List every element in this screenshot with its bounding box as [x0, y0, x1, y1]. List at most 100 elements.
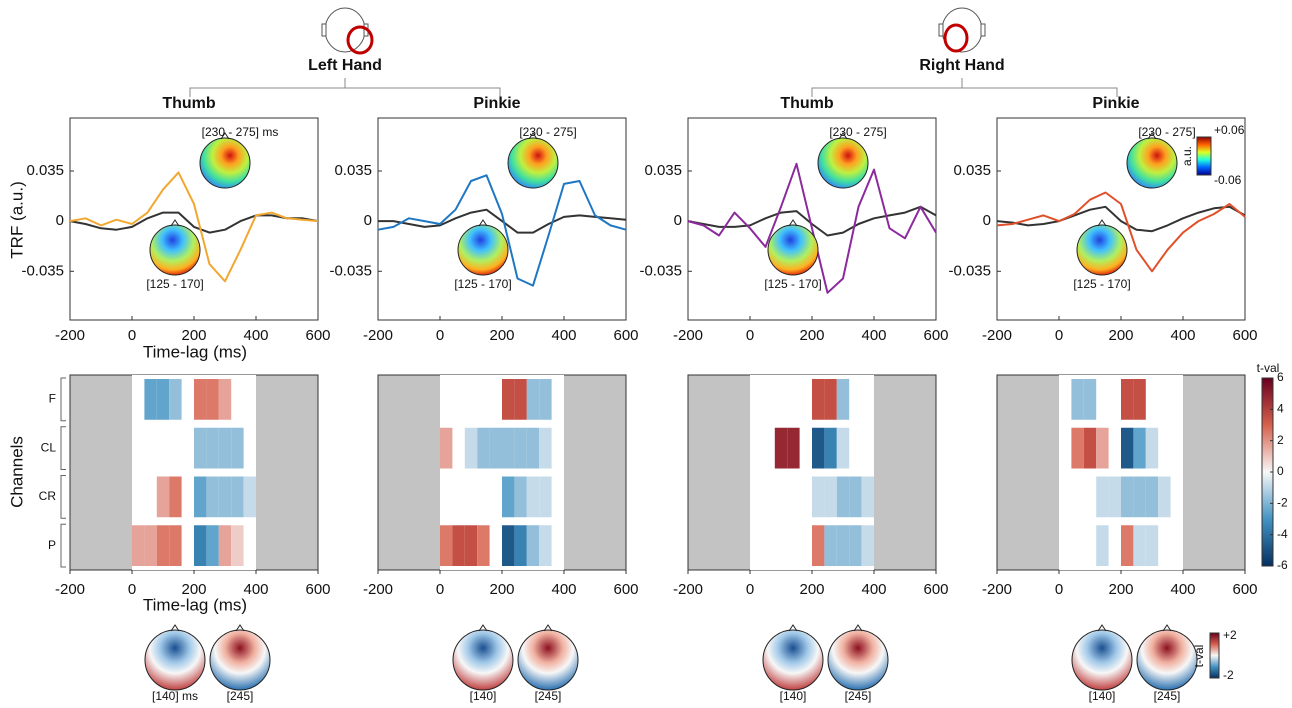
row-bracket: [61, 427, 66, 470]
panel-title: Thumb: [780, 95, 834, 112]
colorbar-label: t-val: [1257, 361, 1280, 375]
heatmap-cell: [169, 525, 181, 566]
y-tick-label: 0: [56, 212, 64, 229]
x-tick-label: 0: [436, 327, 444, 344]
heatmap-cell: [1084, 428, 1096, 469]
colorbar-tick-label: -4: [1277, 527, 1288, 541]
heatmap-cell: [502, 379, 514, 420]
heatmap-cell: [132, 525, 144, 566]
colorbar-label: a.u.: [1180, 146, 1194, 166]
heatmap-cell: [1096, 428, 1108, 469]
heatmap-cell: [244, 477, 256, 518]
topomap: [828, 630, 888, 690]
row-label: P: [48, 538, 56, 552]
x-tick-label: 600: [613, 327, 638, 344]
heatmap-cell: [527, 379, 539, 420]
heatmap-cell: [812, 477, 824, 518]
x-tick-label: 400: [1170, 327, 1195, 344]
row-bracket: [61, 476, 66, 519]
heatmap-cell: [812, 525, 824, 566]
x-tick-label: 600: [305, 581, 330, 598]
heatmap-cell: [1121, 428, 1133, 469]
row-label: CL: [41, 440, 57, 454]
colorbar-label: t-val: [1192, 645, 1206, 668]
x-tick-label: 0: [1055, 581, 1063, 598]
colorbar-tick-label: -2: [1277, 496, 1288, 510]
x-tick-label: 600: [613, 581, 638, 598]
x-tick-label: 0: [1055, 327, 1063, 344]
topomap-label: [140]: [1089, 689, 1116, 703]
head-icon-right: [939, 8, 985, 52]
heatmap-cell: [837, 525, 849, 566]
heatmap-cell: [824, 525, 836, 566]
x-tick-label: 0: [128, 581, 136, 598]
topomap: [818, 138, 868, 188]
heatmap-cell: [1096, 477, 1108, 518]
heatmap-cell: [206, 477, 218, 518]
heatmap-cell: [169, 379, 181, 420]
heatmap-cell: [194, 428, 206, 469]
topomap-label: [125 - 170]: [146, 277, 203, 291]
x-tick-label: -200: [55, 327, 85, 344]
topomap: [145, 630, 205, 690]
heatmap-cell: [824, 428, 836, 469]
x-tick-label: 200: [1108, 581, 1133, 598]
bracket: [190, 78, 500, 97]
colorbar-tick-label: 4: [1277, 402, 1284, 416]
heatmap-cell: [1133, 428, 1145, 469]
colorbar-max: +0.06: [1214, 123, 1245, 137]
topomap-label: [140]: [470, 689, 497, 703]
topomap-label: [230 - 275]: [1138, 125, 1195, 139]
heatmap-cell: [1146, 428, 1158, 469]
heatmap-cell: [144, 525, 156, 566]
heatmap-cell: [1084, 379, 1096, 420]
heatmap-cell: [144, 379, 156, 420]
heatmap-cell: [157, 379, 169, 420]
topomap-label: [125 - 170]: [764, 277, 821, 291]
x-tick-label: 0: [746, 327, 754, 344]
heatmap-cell: [219, 379, 231, 420]
heatmap-cell: [1121, 379, 1133, 420]
heatmap-cell: [502, 428, 514, 469]
x-tick-label: 400: [861, 581, 886, 598]
topomap: [200, 138, 250, 188]
topomap: [210, 630, 270, 690]
heatmap-cell: [477, 428, 489, 469]
x-tick-label: 200: [1108, 327, 1133, 344]
topomap-label: [125 - 170]: [454, 277, 511, 291]
x-tick-label: -200: [673, 581, 703, 598]
heatmap-cell: [514, 525, 526, 566]
x-tick-label: 600: [923, 581, 948, 598]
topomap-label: [140] ms: [152, 689, 198, 703]
topomap-label: [230 - 275] ms: [202, 125, 279, 139]
heatmap-cell: [452, 525, 464, 566]
heatmap-cell: [194, 477, 206, 518]
row-bracket: [61, 378, 66, 421]
x-tick-label: -200: [55, 581, 85, 598]
heatmap-cell: [514, 379, 526, 420]
x-tick-label: 400: [551, 581, 576, 598]
y-tick-label: -0.035: [948, 262, 991, 279]
topomap-label: [125 - 170]: [1073, 277, 1130, 291]
heatmap-cell: [231, 525, 243, 566]
heatmap-cell: [824, 379, 836, 420]
topomap: [518, 630, 578, 690]
y-axis-label: Channels: [7, 436, 26, 508]
colorbar-min: -0.06: [1214, 173, 1242, 187]
heatmap-cell: [527, 525, 539, 566]
heatmap-cell: [194, 379, 206, 420]
heatmap-cell: [157, 477, 169, 518]
heatmap-cell: [849, 477, 861, 518]
heatmap-cell: [206, 428, 218, 469]
topomap: [768, 225, 818, 275]
x-tick-label: 200: [489, 581, 514, 598]
heatmap-cell: [1133, 525, 1145, 566]
y-tick-label: 0: [674, 212, 682, 229]
colorbar-tick-label: 2: [1277, 433, 1284, 447]
heatmap-cell: [527, 428, 539, 469]
heatmap-cell: [440, 525, 452, 566]
colorbar-min: -2: [1223, 668, 1234, 682]
heatmap-cell: [812, 428, 824, 469]
colorbar: [1197, 137, 1211, 175]
y-tick-label: -0.035: [21, 262, 64, 279]
